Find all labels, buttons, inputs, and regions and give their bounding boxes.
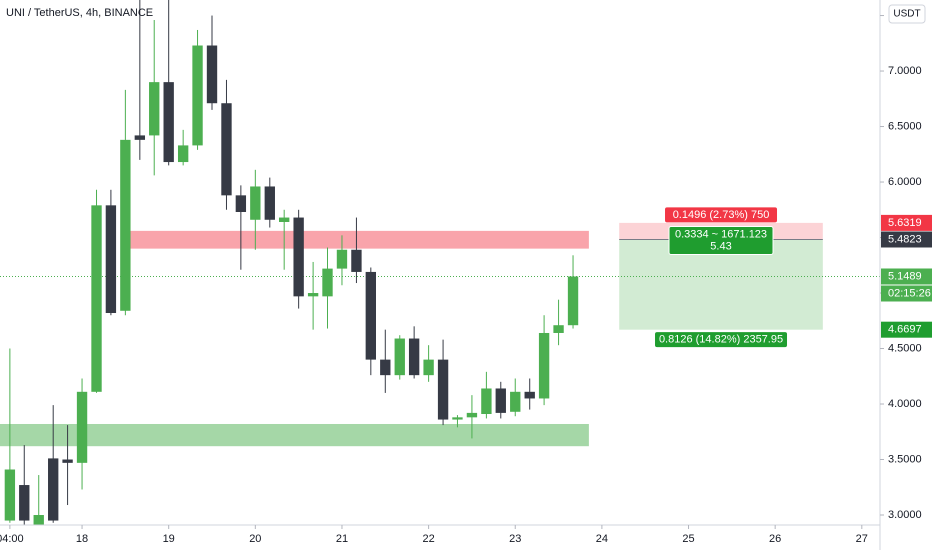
candle-body bbox=[105, 205, 117, 314]
entry-price-label-box bbox=[881, 231, 932, 248]
candle-body bbox=[408, 338, 420, 376]
stop-price-label-box bbox=[881, 214, 932, 231]
candle-body bbox=[76, 391, 88, 463]
candle-body bbox=[394, 338, 405, 376]
y-tick-label: 7.0000 bbox=[888, 65, 922, 77]
plot-area bbox=[0, 0, 880, 525]
candle-body bbox=[365, 271, 376, 360]
chart-title: UNI / TetherUS, 4h, BINANCE bbox=[6, 7, 153, 19]
y-tick-label: 3.5000 bbox=[888, 453, 922, 465]
candle-body bbox=[452, 417, 463, 420]
x-tick-label: 23 bbox=[509, 533, 521, 545]
x-tick-label: 27 bbox=[856, 533, 868, 545]
candle-body bbox=[235, 195, 247, 212]
candle-body bbox=[177, 145, 189, 163]
candle-body bbox=[48, 458, 59, 521]
candle-body bbox=[423, 359, 434, 376]
candle-body bbox=[192, 45, 203, 146]
x-tick-label: 24 bbox=[596, 533, 608, 545]
entry-label: 0.3334 ~ 1671.123 bbox=[675, 228, 767, 240]
candle-body bbox=[322, 268, 333, 297]
candle-body bbox=[279, 217, 290, 222]
stop-label: 0.1496 (2.73%) 750 bbox=[673, 209, 770, 221]
candle-body bbox=[553, 325, 564, 333]
last-price-label-box bbox=[881, 268, 932, 285]
candle-body bbox=[495, 388, 506, 413]
candle-body bbox=[264, 186, 275, 220]
stop-price-label: 5.6319 bbox=[888, 217, 922, 229]
candle-body bbox=[4, 469, 16, 521]
candle-body bbox=[62, 459, 73, 463]
x-tick-label: 21 bbox=[336, 533, 348, 545]
entry-sublabel: 5.43 bbox=[710, 240, 731, 252]
candle-body bbox=[567, 276, 579, 326]
candle-body bbox=[221, 103, 232, 196]
candle-body bbox=[524, 391, 535, 399]
y-tick-label: 3.0000 bbox=[888, 509, 922, 521]
entry-price-label: 5.4823 bbox=[888, 233, 922, 245]
candle-body bbox=[510, 391, 521, 412]
y-tick-label: 4.0000 bbox=[888, 398, 922, 410]
candle-body bbox=[466, 412, 478, 418]
x-tick-label: 26 bbox=[769, 533, 781, 545]
price-zone bbox=[0, 423, 589, 447]
x-tick-label: 20 bbox=[249, 533, 261, 545]
target-price-label-box bbox=[881, 321, 932, 338]
candle-body bbox=[351, 249, 362, 272]
target-price-label: 4.6697 bbox=[888, 324, 922, 336]
stop-label-box bbox=[665, 207, 778, 223]
candle-body bbox=[134, 135, 146, 140]
last-price-label: 5.1489 bbox=[888, 270, 922, 282]
candle-body bbox=[33, 515, 44, 525]
countdown-label: 02:15:26 bbox=[888, 287, 931, 299]
candle-body bbox=[120, 139, 131, 311]
y-tick-label: 6.0000 bbox=[888, 176, 922, 188]
price-zone bbox=[125, 230, 589, 249]
x-tick-label: 18 bbox=[76, 533, 88, 545]
target-label: 0.8126 (14.82%) 2357.95 bbox=[659, 334, 783, 346]
candle-body bbox=[538, 332, 550, 399]
candle-body bbox=[437, 359, 449, 420]
candle-body bbox=[91, 205, 102, 392]
candle-body bbox=[380, 359, 391, 376]
entry-label-box bbox=[668, 225, 774, 255]
currency-button-box[interactable] bbox=[888, 4, 926, 24]
candle-body bbox=[481, 388, 492, 415]
candle-body bbox=[206, 45, 218, 104]
axes: 3.00003.50004.00004.50005.00005.50006.00… bbox=[0, 9, 932, 545]
x-tick-label: 22 bbox=[422, 533, 434, 545]
candle-body bbox=[250, 186, 261, 220]
candle-body bbox=[293, 217, 304, 297]
y-tick-label: 6.5000 bbox=[888, 120, 922, 132]
candle-body bbox=[336, 249, 348, 269]
countdown-label-box bbox=[881, 285, 932, 302]
x-tick-label: 04:00 bbox=[0, 533, 24, 545]
target-label-box bbox=[655, 332, 788, 348]
y-tick-label: 4.5000 bbox=[888, 342, 922, 354]
x-tick-label: 19 bbox=[163, 533, 175, 545]
candle-body bbox=[163, 82, 174, 163]
candle-body bbox=[307, 293, 319, 297]
candle-body bbox=[149, 82, 160, 136]
candle-body bbox=[19, 485, 30, 521]
currency-button[interactable]: USDT bbox=[893, 9, 920, 20]
x-tick-label: 25 bbox=[682, 533, 694, 545]
